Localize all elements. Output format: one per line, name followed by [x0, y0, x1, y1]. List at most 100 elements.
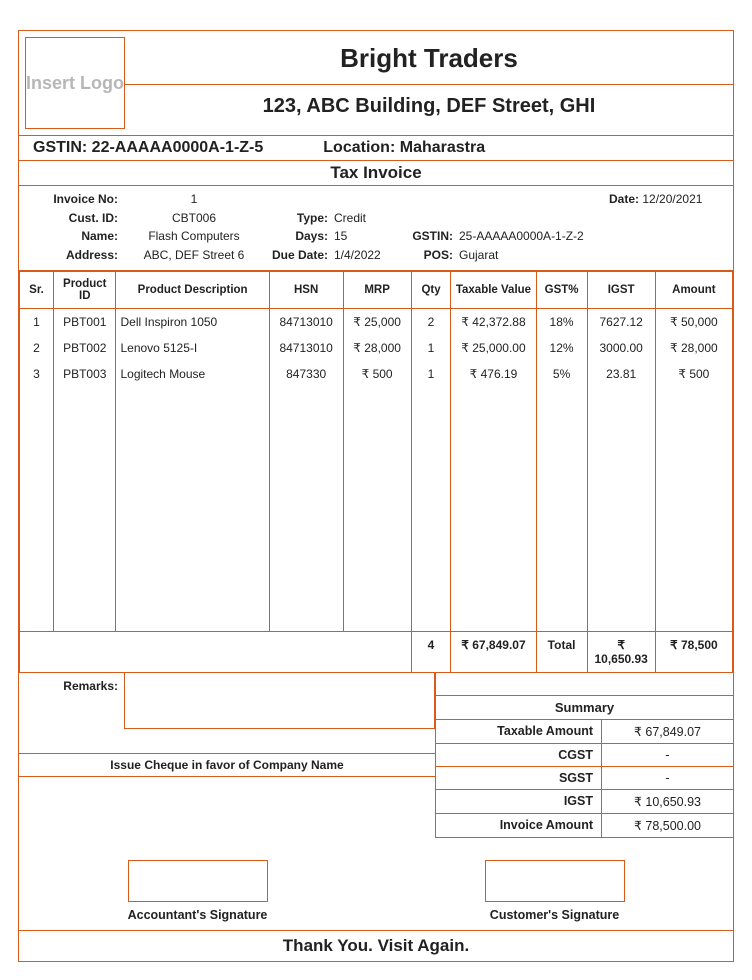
invoice-no: 1: [124, 190, 264, 209]
cell-qty: 1: [411, 335, 451, 361]
accountant-sig-label: Accountant's Signature: [128, 908, 268, 922]
sum-taxable: ₹ 67,849.07: [602, 720, 733, 743]
cell-desc: Logitech Mouse: [116, 361, 269, 632]
col-description: Product Description: [116, 272, 269, 309]
accountant-signature: Accountant's Signature: [128, 860, 268, 922]
col-sr: Sr.: [20, 272, 54, 309]
days-label: Days:: [264, 227, 328, 246]
table-body: 1PBT001Dell Inspiron 105084713010₹ 25,00…: [20, 309, 733, 632]
thanks-text: Thank You. Visit Again.: [19, 931, 733, 961]
table-totals: 4 ₹ 67,849.07 Total ₹ 10,650.93 ₹ 78,500: [20, 632, 733, 673]
date-value: 12/20/2021: [642, 192, 702, 206]
cell-gst: 5%: [536, 361, 587, 632]
cell-desc: Lenovo 5125-I: [116, 335, 269, 361]
cell-mrp: ₹ 28,000: [343, 335, 411, 361]
meta-col3-values: 25-AAAAA0000A-1-Z-2 Gujarat: [459, 190, 609, 264]
customer-address: ABC, DEF Street 6: [124, 246, 264, 265]
sum-igst-label: IGST: [436, 790, 602, 813]
doc-title: Tax Invoice: [19, 161, 733, 186]
cell-sr: 2: [20, 335, 54, 361]
customer-name: Flash Computers: [124, 227, 264, 246]
col-gst: GST%: [536, 272, 587, 309]
cell-qty: 1: [411, 361, 451, 632]
col-taxable: Taxable Value: [451, 272, 536, 309]
cell-gst: 18%: [536, 309, 587, 336]
summary-block: Summary Taxable Amount₹ 67,849.07 CGST- …: [435, 673, 733, 838]
spacer: [19, 729, 435, 753]
sum-invoice: ₹ 78,500.00: [602, 814, 733, 837]
cell-sr: 1: [20, 309, 54, 336]
sum-taxable-label: Taxable Amount: [436, 720, 602, 743]
sum-invoice-label: Invoice Amount: [436, 814, 602, 837]
table-header: Sr. Product ID Product Description HSN M…: [20, 272, 733, 309]
pos-value: Gujarat: [459, 246, 609, 265]
location-value: Maharastra: [400, 139, 485, 156]
sum-igst: ₹ 10,650.93: [602, 790, 733, 813]
cell-mrp: ₹ 25,000: [343, 309, 411, 336]
cell-hsn: 847330: [269, 361, 343, 632]
name-label: Name:: [29, 227, 118, 246]
totals-qty: 4: [411, 632, 451, 673]
accountant-sig-box: [128, 860, 268, 902]
cell-taxable: ₹ 25,000.00: [451, 335, 536, 361]
col-amount: Amount: [655, 272, 732, 309]
col-mrp: MRP: [343, 272, 411, 309]
pos-label: POS:: [404, 246, 453, 265]
gstin-value: 22-AAAAA0000A-1-Z-5: [92, 139, 264, 156]
sum-sgst-label: SGST: [436, 767, 602, 789]
due-date-label: Due Date:: [264, 246, 328, 265]
cheque-text: Issue Cheque in favor of Company Name: [19, 753, 435, 777]
date-label: Date:: [609, 192, 639, 206]
items-table: Sr. Product ID Product Description HSN M…: [19, 271, 733, 673]
cell-gst: 12%: [536, 335, 587, 361]
cell-hsn: 84713010: [269, 335, 343, 361]
cell-taxable: ₹ 476.19: [451, 361, 536, 632]
col-product-id: Product ID: [54, 272, 116, 309]
col-hsn: HSN: [269, 272, 343, 309]
cell-qty: 2: [411, 309, 451, 336]
cust-id: CBT006: [124, 209, 264, 228]
sum-cgst: -: [602, 744, 733, 766]
due-date-value: 1/4/2022: [334, 246, 404, 265]
table-row: 1PBT001Dell Inspiron 105084713010₹ 25,00…: [20, 309, 733, 336]
remarks-box: [124, 673, 435, 729]
cell-amount: ₹ 50,000: [655, 309, 732, 336]
type-label: Type:: [264, 209, 328, 228]
totals-taxable: ₹ 67,849.07: [451, 632, 536, 673]
cell-sr: 3: [20, 361, 54, 632]
meta-col2-values: Credit 15 1/4/2022: [334, 190, 404, 264]
meta-col1-values: 1 CBT006 Flash Computers ABC, DEF Street…: [124, 190, 264, 264]
customer-sig-label: Customer's Signature: [485, 908, 625, 922]
meta-col3-labels: GSTIN: POS:: [404, 190, 459, 264]
cell-mrp: ₹ 500: [343, 361, 411, 632]
header-row: Insert Logo Bright Traders 123, ABC Buil…: [19, 31, 733, 136]
type-value: Credit: [334, 209, 404, 228]
remarks-row: Remarks:: [19, 673, 435, 729]
cell-igst: 23.81: [587, 361, 655, 632]
cell-hsn: 84713010: [269, 309, 343, 336]
meta-block: Invoice No: Cust. ID: Name: Address: 1 C…: [19, 186, 733, 271]
table-row: 2PBT002Lenovo 5125-I84713010₹ 28,0001₹ 2…: [20, 335, 733, 361]
cell-desc: Dell Inspiron 1050: [116, 309, 269, 336]
summary-header: Summary: [436, 695, 733, 720]
sum-cgst-label: CGST: [436, 744, 602, 766]
signature-row: Accountant's Signature Customer's Signat…: [19, 838, 733, 931]
totals-label: Total: [536, 632, 587, 673]
meta-col1-labels: Invoice No: Cust. ID: Name: Address:: [29, 190, 124, 264]
totals-igst: ₹ 10,650.93: [587, 632, 655, 673]
days-value: 15: [334, 227, 404, 246]
cell-amount: ₹ 28,000: [655, 335, 732, 361]
invoice-no-label: Invoice No:: [29, 190, 118, 209]
cell-igst: 3000.00: [587, 335, 655, 361]
gstin2-value: 25-AAAAA0000A-1-Z-2: [459, 227, 609, 246]
meta-col2-labels: Type: Days: Due Date:: [264, 190, 334, 264]
totals-blank: [20, 632, 412, 673]
sum-sgst: -: [602, 767, 733, 789]
header-right: Bright Traders 123, ABC Building, DEF St…: [125, 31, 733, 135]
company-name: Bright Traders: [125, 31, 733, 85]
cell-pid: PBT002: [54, 335, 116, 361]
gstin2-label: GSTIN:: [404, 227, 453, 246]
cust-id-label: Cust. ID:: [29, 209, 118, 228]
company-address: 123, ABC Building, DEF Street, GHI: [125, 85, 733, 126]
address-label: Address:: [29, 246, 118, 265]
